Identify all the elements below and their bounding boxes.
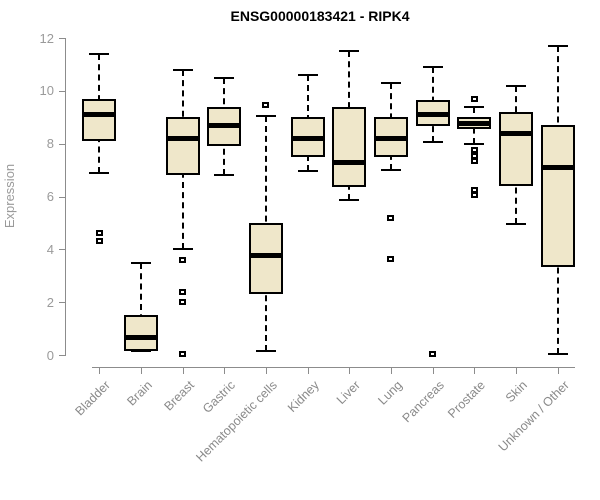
whisker-cap-top (297, 73, 318, 76)
y-axis-tick (59, 143, 65, 145)
x-axis-tick (474, 368, 476, 374)
median-line (250, 253, 281, 259)
whisker-cap-bottom (464, 142, 485, 145)
y-axis-tick (59, 38, 65, 39)
x-axis-tick (349, 368, 351, 374)
y-axis-tick (59, 249, 65, 251)
median-line (417, 112, 448, 118)
box (499, 111, 533, 186)
y-axis-tick (59, 90, 65, 92)
y-tick-label: 2 (46, 294, 54, 310)
outlier-point (387, 214, 395, 221)
whisker-cap-top (89, 52, 110, 55)
y-axis-label: Expression (2, 163, 17, 229)
median-line (459, 121, 490, 127)
outlier-point (95, 238, 103, 245)
x-axis-tick (516, 368, 517, 374)
y-tick-label: 8 (46, 136, 54, 152)
median-line (334, 159, 365, 165)
median-line (84, 112, 115, 118)
whisker-cap-bottom (339, 199, 360, 202)
x-axis-tick (99, 368, 101, 374)
outlier-point (470, 147, 478, 154)
whisker-cap-top (464, 105, 485, 108)
box (165, 117, 200, 176)
outlier-point (179, 350, 187, 357)
median-line (125, 335, 156, 341)
whisker-cap-top (130, 261, 151, 264)
outlier-point (179, 288, 187, 295)
y-axis-tick (59, 196, 65, 198)
y-axis (65, 38, 66, 356)
y-tick-label: 12 (39, 30, 54, 46)
median-line (501, 130, 531, 136)
outlier-point (470, 95, 478, 102)
x-axis-tick (390, 368, 392, 374)
whisker-cap-top (339, 50, 360, 53)
x-axis-tick (224, 368, 226, 374)
x-axis-tick (432, 368, 434, 374)
outlier-point (262, 102, 270, 109)
whisker-cap-top (172, 68, 193, 71)
whisker-cap-bottom (172, 248, 193, 251)
x-axis-tick (182, 368, 184, 374)
outlier-point (95, 230, 103, 237)
whisker-cap-bottom (130, 350, 151, 353)
x-axis-tick (557, 368, 559, 374)
whisker-cap-bottom (380, 169, 401, 172)
box (82, 98, 117, 142)
median-line (209, 122, 240, 128)
y-tick-label: 10 (39, 83, 54, 99)
outlier-point (470, 192, 478, 199)
x-axis-tick (307, 368, 309, 374)
x-axis-tick (140, 368, 142, 374)
y-tick-label: 4 (46, 241, 54, 257)
whisker-cap-bottom (255, 350, 276, 353)
outlier-point (470, 186, 478, 193)
outlier-point (429, 350, 437, 357)
whisker-cap-bottom (297, 170, 318, 173)
median-line (292, 135, 323, 141)
median-line (167, 135, 198, 141)
y-tick-label: 0 (46, 347, 54, 363)
outlier-point (470, 157, 478, 164)
whisker-cap-top (422, 66, 443, 69)
outlier-point (179, 256, 187, 263)
y-axis-tick (59, 355, 65, 356)
outlier-point (470, 152, 478, 159)
y-axis-tick (59, 302, 65, 304)
x-axis (92, 367, 575, 368)
x-axis-tick (265, 368, 267, 374)
whisker-cap-bottom (547, 352, 568, 355)
box (123, 315, 158, 352)
whisker-cap-top (506, 84, 526, 87)
whisker-cap-bottom (506, 223, 526, 226)
whisker-cap-top (214, 76, 235, 79)
whisker-cap-top (547, 44, 568, 47)
whisker-line (139, 262, 142, 352)
box (332, 106, 367, 188)
y-tick-label: 6 (46, 189, 54, 204)
whisker-cap-top (380, 81, 401, 84)
whisker-cap-top (255, 114, 276, 117)
box (540, 125, 575, 267)
outlier-point (387, 255, 395, 262)
outlier-point (179, 299, 187, 306)
median-line (542, 164, 573, 170)
whisker-cap-bottom (89, 171, 110, 174)
whisker-cap-bottom (214, 174, 235, 177)
box (248, 222, 283, 295)
whisker-cap-bottom (422, 141, 443, 144)
chart-title: ENSG00000183421 - RIPK4 (230, 8, 410, 24)
median-line (375, 135, 406, 141)
